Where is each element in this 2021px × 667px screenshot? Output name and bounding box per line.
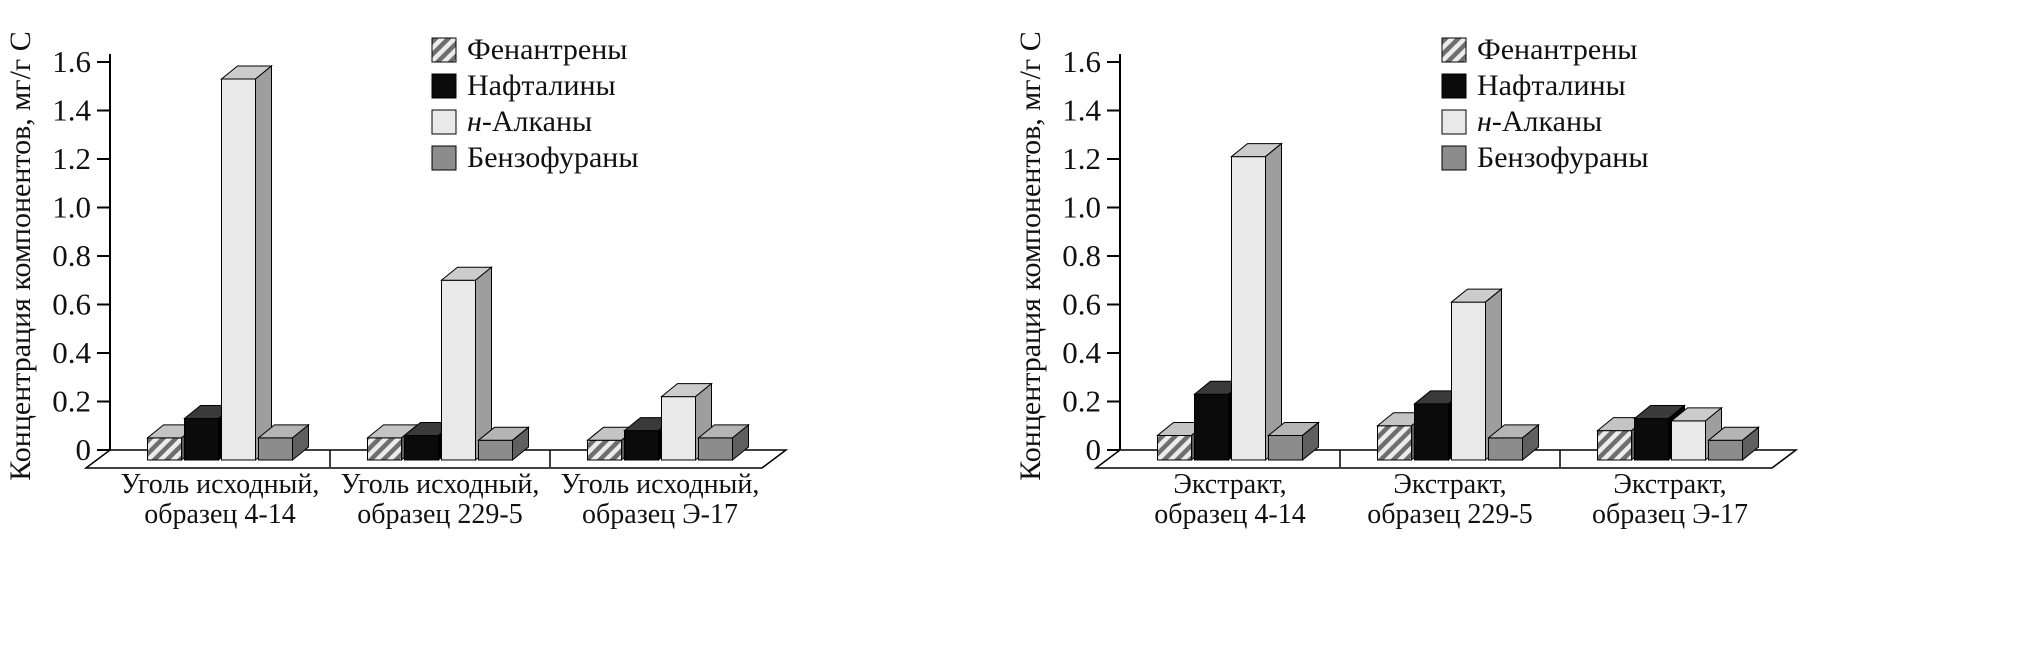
legend-swatch [1441, 73, 1467, 99]
y-tick-label: 1.6 [52, 44, 91, 79]
category-label: Уголь исходный, образец 4-14 [121, 469, 320, 530]
legend-label: Нафталины [1477, 69, 1626, 102]
legend-swatch [431, 145, 457, 171]
legend-item: Нафталины [431, 69, 616, 102]
category-label: Уголь исходный, образец Э-17 [561, 469, 760, 530]
legend-label: Фенантрены [467, 33, 627, 66]
y-tick-label: 1.6 [1062, 44, 1101, 79]
legend-swatch [1441, 145, 1467, 171]
legend-swatch [431, 37, 457, 63]
bar-chart-extract: 0 0.2 0.4 0.6 0.8 1.0 1.2 1.4 1.6 Концентрация ко… [1014, 31, 1799, 530]
bar [1707, 426, 1760, 462]
legend-swatch [1441, 37, 1467, 63]
y-tick-label: 0.8 [1062, 238, 1101, 273]
y-tick-label: 1.0 [52, 190, 91, 225]
legend-swatch [1441, 109, 1467, 135]
y-tick-label: 1.4 [52, 93, 91, 128]
category-label: Экстракт, образец 229-5 [1367, 469, 1532, 530]
y-tick-label: 1.4 [1062, 93, 1101, 128]
category-label: Экстракт, образец Э-17 [1592, 469, 1748, 530]
y-tick-label: 0 [1086, 432, 1102, 467]
y-tick-label: 0 [76, 432, 92, 467]
category-label: Уголь исходный, образец 229-5 [341, 469, 540, 530]
bar [660, 382, 713, 462]
y-tick-label: 0.2 [1062, 384, 1101, 419]
legend-item: Фенантрены [1441, 33, 1637, 66]
y-tick-label: 0.8 [52, 238, 91, 273]
legend-item: Нафталины [1441, 69, 1626, 102]
y-axis-title: Концентрация компонентов, мг/г С [4, 31, 37, 480]
chart-panel-extract: 0 0.2 0.4 0.6 0.8 1.0 1.2 1.4 1.6 Концентрация ко… [1010, 0, 2020, 667]
legend-item: Бензофураны [431, 141, 639, 174]
bar [1487, 423, 1540, 462]
bar [257, 423, 310, 462]
bar [1267, 421, 1320, 462]
bar-chart-coal: 0 0.2 0.4 0.6 0.8 1.0 1.2 1.4 1.6 Концентрация ко… [4, 31, 789, 530]
y-tick-label: 1.2 [1062, 141, 1101, 176]
y-tick-label: 0.4 [1062, 335, 1101, 370]
legend-label: н-Алканы [1477, 105, 1602, 138]
category-label: Экстракт, образец 4-14 [1154, 469, 1305, 530]
legend-item: Фенантрены [431, 33, 627, 66]
y-tick-label: 0.4 [52, 335, 91, 370]
y-tick-label: 1.2 [52, 141, 91, 176]
legend-item: н-Алканы [431, 105, 592, 138]
bar [1230, 142, 1283, 462]
y-tick-label: 0.2 [52, 384, 91, 419]
y-tick-label: 1.0 [1062, 190, 1101, 225]
legend-label: Бензофураны [1477, 141, 1649, 174]
bar [697, 423, 750, 462]
legend-label: Нафталины [467, 69, 616, 102]
legend-label: Фенантрены [1477, 33, 1637, 66]
legend-label: н-Алканы [467, 105, 592, 138]
legend-item: Бензофураны [1441, 141, 1649, 174]
bar [220, 64, 273, 462]
y-tick-label: 0.6 [1062, 287, 1101, 322]
bar [440, 266, 493, 462]
chart-panel-coal: 0 0.2 0.4 0.6 0.8 1.0 1.2 1.4 1.6 Концентрация ко… [0, 0, 1010, 667]
legend-swatch [431, 109, 457, 135]
bar [477, 426, 530, 462]
y-axis-title: Концентрация компонентов, мг/г С [1014, 31, 1047, 480]
legend-item: н-Алканы [1441, 105, 1602, 138]
y-tick-label: 0.6 [52, 287, 91, 322]
legend-label: Бензофураны [467, 141, 639, 174]
legend-swatch [431, 73, 457, 99]
